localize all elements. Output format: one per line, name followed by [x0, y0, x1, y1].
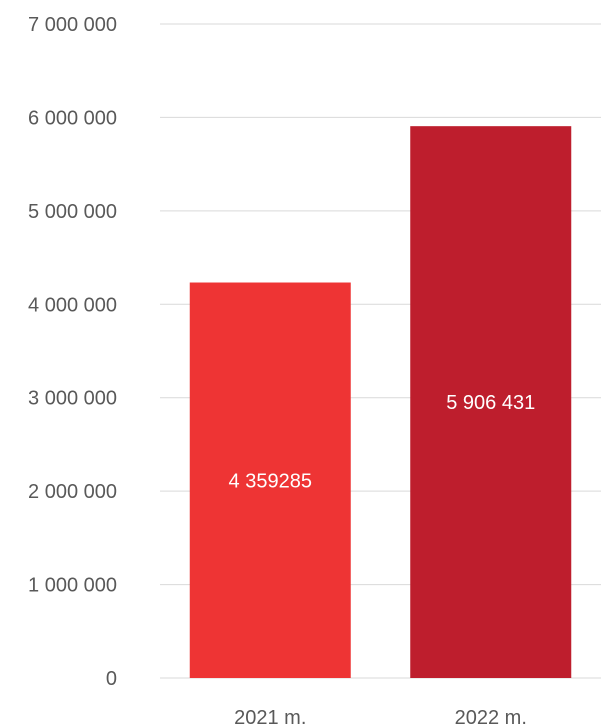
- y-tick-label: 4 000 000: [28, 294, 117, 316]
- bars: [189, 126, 572, 678]
- y-tick-label: 1 000 000: [28, 575, 117, 597]
- bar-2021-m: [189, 282, 351, 678]
- data-label: 5 906 431: [446, 392, 535, 414]
- y-tick-label: 3 000 000: [28, 388, 117, 410]
- x-axis-category-labels: 2021 m. 2022 m.: [234, 707, 527, 728]
- y-tick-label: 5 000 000: [28, 201, 117, 223]
- y-tick-label: 7 000 000: [28, 14, 117, 36]
- y-tick-label: 2 000 000: [28, 481, 117, 503]
- y-axis-tick-labels: 0 1 000 000 2 000 000 3 000 000 4 000 000 5 0…: [28, 14, 117, 690]
- y-tick-label: 6 000 000: [28, 107, 117, 129]
- y-tick-label: 0: [106, 668, 117, 690]
- bar-2022-m: [410, 126, 572, 678]
- x-category-label: 2021 m.: [234, 707, 306, 728]
- data-label: 4 359285: [229, 470, 312, 492]
- data-labels: 4 359285 5 906 431: [229, 392, 536, 492]
- x-category-label: 2022 m.: [455, 707, 527, 728]
